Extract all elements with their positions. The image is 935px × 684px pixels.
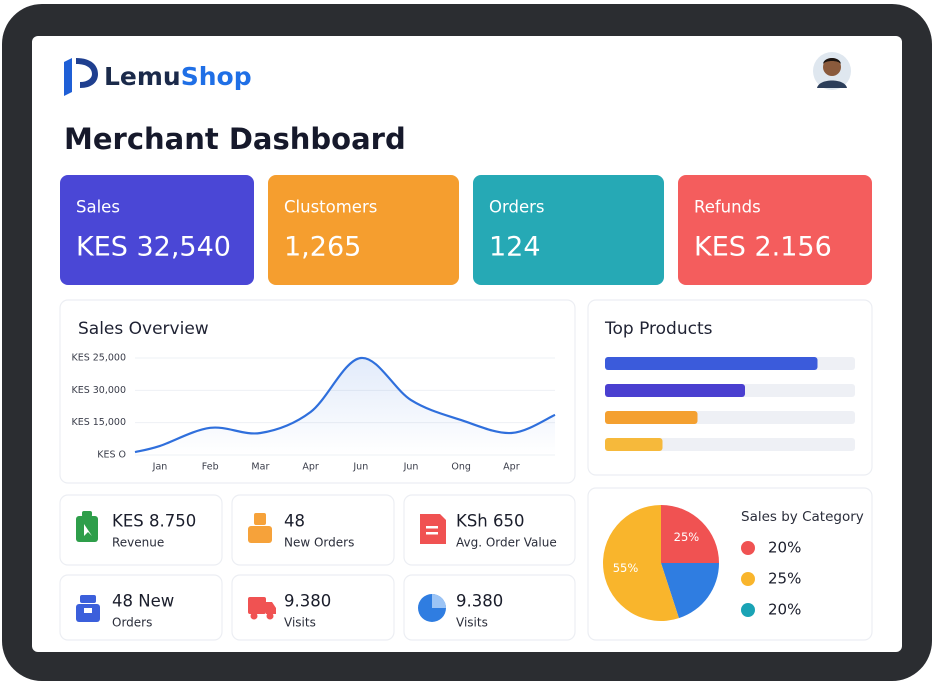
x-tick-label: Jun xyxy=(352,462,368,473)
y-tick-label: KES 15,000 xyxy=(71,417,126,428)
metric-label: New Orders xyxy=(284,536,354,550)
metric-value: 9.380 xyxy=(456,592,503,611)
pie-slice xyxy=(661,505,719,563)
stat-value: 1,265 xyxy=(284,232,361,263)
metric-card-bg xyxy=(231,574,395,641)
brand[interactable]: LemuShop xyxy=(104,62,252,91)
stat-card-bg xyxy=(268,175,459,285)
x-tick-label: Feb xyxy=(202,462,219,473)
stat-card[interactable]: Sales KES 32,540 xyxy=(60,175,254,285)
metric-card-bg xyxy=(403,574,576,641)
metric-label: Visits xyxy=(456,616,488,630)
metric-label: Revenue xyxy=(112,536,164,550)
legend-label: 20% xyxy=(768,539,801,557)
line-area xyxy=(135,357,555,455)
metric-card[interactable]: 9.380 Visits xyxy=(403,574,576,641)
metric-card-bg xyxy=(59,494,223,566)
y-tick-label: KES O xyxy=(97,450,126,461)
panel-title: Sales by Category xyxy=(741,509,864,525)
bar xyxy=(605,384,745,397)
stat-label: Sales xyxy=(76,198,120,217)
legend-swatch xyxy=(741,572,755,586)
x-tick-label: Jun xyxy=(403,462,419,473)
stat-card-bg xyxy=(473,175,664,285)
brand-prefix: Lemu xyxy=(104,62,181,91)
bar xyxy=(605,357,818,370)
bar-track xyxy=(605,438,855,451)
stat-card[interactable]: Orders 124 xyxy=(473,175,664,285)
legend-label: 25% xyxy=(768,570,801,588)
icon xyxy=(76,511,98,542)
stat-label: Clustomers xyxy=(284,198,377,217)
stat-card[interactable]: Refunds KES 2.156 xyxy=(678,175,872,285)
bar xyxy=(605,438,663,451)
metric-value: 9.380 xyxy=(284,592,331,611)
metric-card-bg xyxy=(403,494,576,566)
panel-title: Top Products xyxy=(604,319,713,339)
pie-label: 55% xyxy=(613,561,639,575)
pie-slice xyxy=(602,505,679,621)
y-tick-label: KES 30,000 xyxy=(71,385,126,396)
metric-label: Orders xyxy=(112,616,152,630)
icon xyxy=(420,514,446,544)
metric-card-bg xyxy=(231,494,395,566)
legend-label: 20% xyxy=(768,601,801,619)
icon xyxy=(248,513,272,543)
metric-value: 48 xyxy=(284,512,305,531)
metric-card[interactable]: 9.380 Visits xyxy=(231,574,395,641)
icon xyxy=(76,595,100,622)
metric-card[interactable]: 48 New Orders xyxy=(231,494,395,566)
metric-card[interactable]: KSh 650 Avg. Order Value xyxy=(403,494,576,566)
x-tick-label: Apr xyxy=(503,462,520,473)
brand-suffix: Shop xyxy=(181,62,252,91)
line xyxy=(134,356,556,454)
avatar[interactable] xyxy=(813,52,851,90)
y-tick-label: KES 25,000 xyxy=(71,353,126,364)
metric-card-bg xyxy=(59,574,223,641)
metric-label: Avg. Order Value xyxy=(456,536,557,550)
x-tick-label: Jan xyxy=(152,462,168,473)
panel-title: Sales Overview xyxy=(78,319,209,339)
x-tick-label: Mar xyxy=(251,462,269,473)
stat-card-bg xyxy=(60,175,254,285)
pie-slice xyxy=(661,563,719,619)
metric-value: KSh 650 xyxy=(456,512,525,531)
stat-value: KES 32,540 xyxy=(76,232,231,263)
x-tick-label: Apr xyxy=(302,462,319,473)
legend-swatch xyxy=(741,541,755,555)
pie-label: 25% xyxy=(674,530,700,544)
logo xyxy=(64,58,98,96)
icon xyxy=(248,597,276,620)
stat-value: 124 xyxy=(489,232,541,263)
page-title: Merchant Dashboard xyxy=(64,122,406,156)
metric-label: Visits xyxy=(284,616,316,630)
metric-card[interactable]: KES 8.750 Revenue xyxy=(59,494,223,566)
icon xyxy=(418,594,446,622)
stat-label: Orders xyxy=(489,198,545,217)
metric-value: KES 8.750 xyxy=(112,512,196,531)
legend-swatch xyxy=(741,603,755,617)
metric-value: 48 New xyxy=(112,592,174,611)
stat-label: Refunds xyxy=(694,198,761,217)
stat-card[interactable]: Clustomers 1,265 xyxy=(268,175,459,285)
stat-card-bg xyxy=(678,175,872,285)
x-tick-label: Ong xyxy=(451,462,471,473)
metric-card[interactable]: 48 New Orders xyxy=(59,574,223,641)
stat-value: KES 2.156 xyxy=(694,232,832,263)
bar xyxy=(605,411,698,424)
